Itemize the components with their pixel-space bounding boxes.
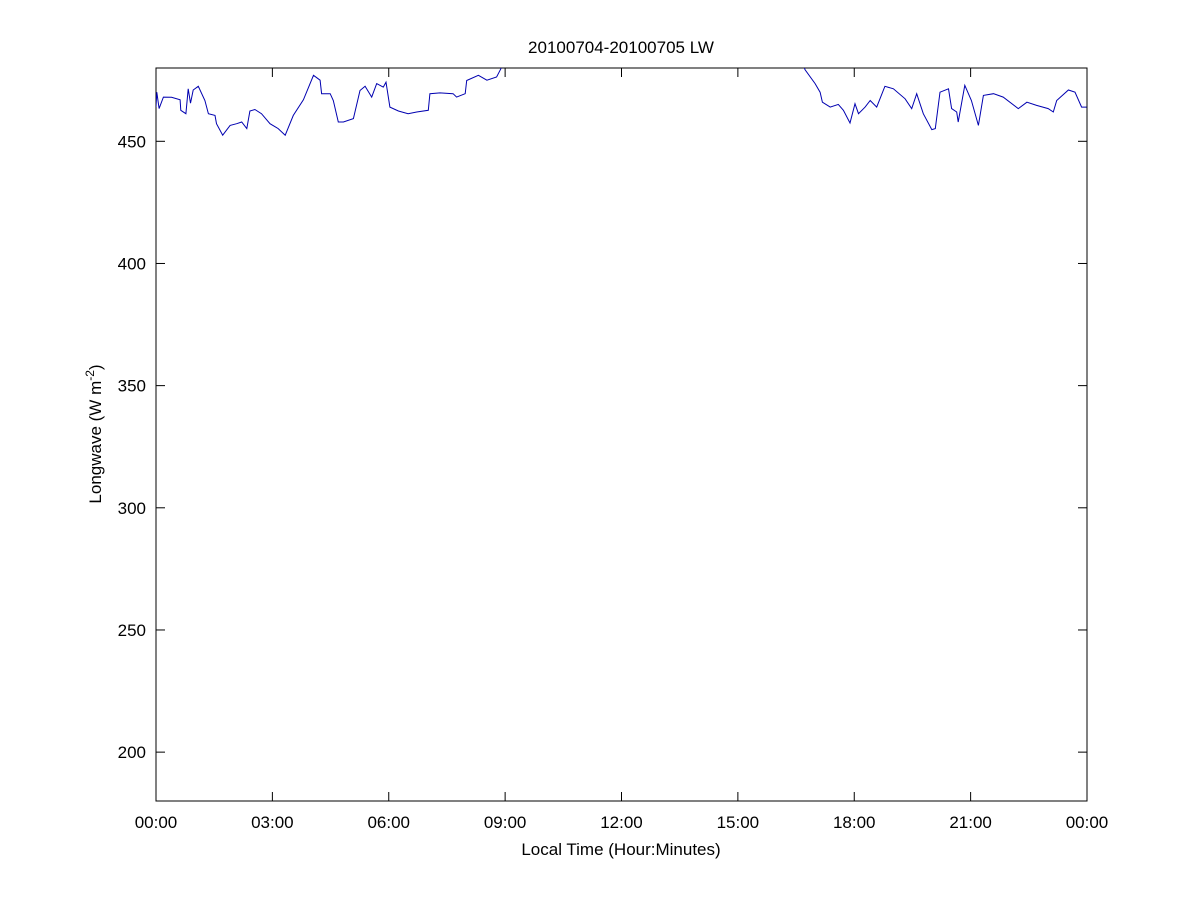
series-line-longwave: [156, 68, 1087, 137]
y-axis-label-main: Longwave (W m: [86, 381, 105, 504]
x-axis-label: Local Time (Hour:Minutes): [521, 840, 720, 859]
y-tick-label: 250: [118, 621, 146, 640]
x-tick-label: 09:00: [484, 813, 527, 832]
y-tick-label: 350: [118, 377, 146, 396]
x-tick-label: 21:00: [949, 813, 992, 832]
x-tick-label: 00:00: [135, 813, 178, 832]
chart-title: 20100704-20100705 LW: [528, 38, 714, 57]
x-tick-label: 00:00: [1066, 813, 1109, 832]
y-tick-label: 200: [118, 743, 146, 762]
x-tick-label: 18:00: [833, 813, 876, 832]
x-tick-label: 12:00: [600, 813, 643, 832]
x-tick-label: 15:00: [717, 813, 760, 832]
x-tick-label: 06:00: [367, 813, 410, 832]
y-axis-label: Longwave (W m-2): [83, 364, 105, 503]
y-axis-label-close: ): [86, 364, 105, 370]
y-tick-label: 450: [118, 132, 146, 151]
y-tick-label: 400: [118, 254, 146, 273]
y-tick-label: 300: [118, 499, 146, 518]
y-axis-label-superscript: -2: [83, 370, 97, 381]
plot-area: [155, 67, 1088, 802]
x-tick-label: 03:00: [251, 813, 294, 832]
